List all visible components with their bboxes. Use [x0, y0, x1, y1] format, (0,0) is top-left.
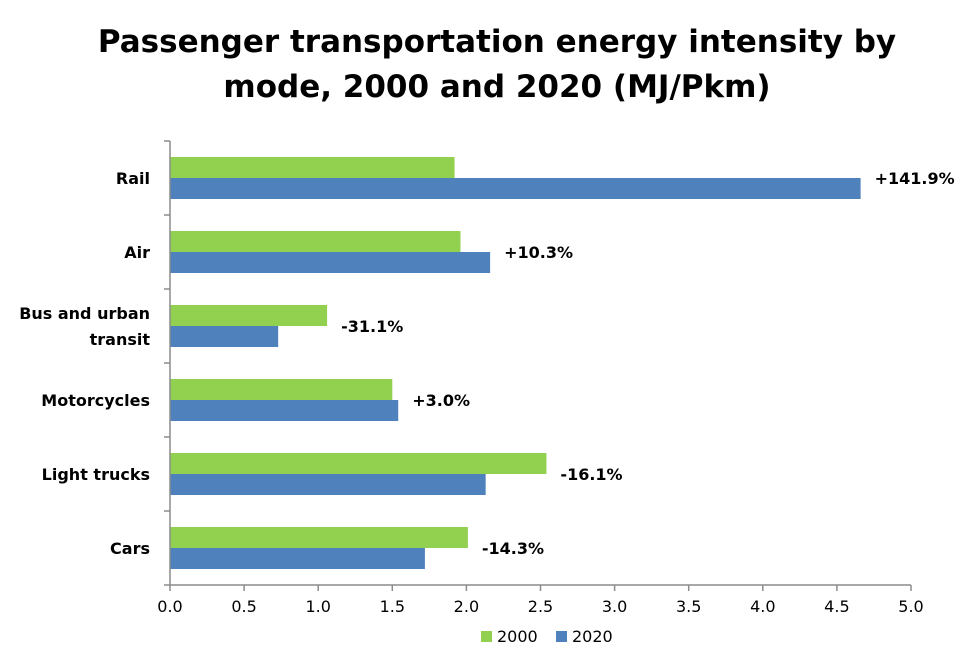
bar-2020 [170, 178, 861, 199]
x-tick-label: 0.5 [231, 597, 256, 616]
bar-2000 [170, 231, 461, 252]
bar-2020 [170, 400, 399, 421]
x-tick-label: 1.0 [305, 597, 330, 616]
x-tick-label: 4.0 [750, 597, 775, 616]
bar-2000 [170, 305, 328, 326]
data-label: -14.3% [482, 539, 544, 558]
category-labels: Rail Air Bus and urban transit Motorcycles Li… [19, 169, 150, 558]
x-tick-label: 3.0 [602, 597, 627, 616]
chart-title: Passenger transportation energy intensit… [98, 24, 896, 105]
data-label: -31.1% [341, 317, 403, 336]
data-label: +3.0% [412, 391, 470, 410]
x-tick-label: 0.0 [157, 597, 182, 616]
x-tick-label: 1.5 [380, 597, 405, 616]
bar-2020 [170, 326, 279, 347]
data-label: -16.1% [560, 465, 622, 484]
x-tick-label: 5.0 [898, 597, 923, 616]
legend-label: 2000 [497, 627, 538, 646]
legend-label: 2020 [572, 627, 613, 646]
legend-swatch-2020 [556, 631, 567, 642]
bar-2020 [170, 548, 425, 569]
x-tick-label: 4.5 [824, 597, 849, 616]
category-label: Cars [110, 539, 150, 558]
category-label: transit [90, 330, 151, 349]
data-label: +10.3% [504, 243, 573, 262]
legend: 2000 2020 [481, 627, 613, 646]
bar-2000 [170, 379, 393, 400]
axes: 0.0 0.5 1.0 1.5 2.0 2.5 3.0 3.5 4.0 4.5 5.0 [157, 140, 924, 616]
chart-title-line: Passenger transportation energy intensit… [98, 24, 896, 60]
bars [170, 157, 861, 569]
category-label: Air [124, 243, 150, 262]
chart-title-line: mode, 2000 and 2020 (MJ/Pkm) [223, 69, 770, 105]
data-label: +141.9% [875, 169, 955, 188]
category-label: Bus and urban [19, 304, 150, 323]
x-tick-label: 2.5 [528, 597, 553, 616]
category-label: Rail [116, 169, 150, 188]
x-tick-label: 3.5 [676, 597, 701, 616]
bar-2000 [170, 157, 455, 178]
bar-2020 [170, 252, 491, 273]
bar-2000 [170, 527, 468, 548]
x-tick-label: 2.0 [454, 597, 479, 616]
category-label: Light trucks [42, 465, 150, 484]
bar-2020 [170, 474, 486, 495]
category-label: Motorcycles [41, 391, 150, 410]
data-labels: +141.9% +10.3% -31.1% +3.0% -16.1% -14.3% [341, 169, 955, 558]
bar-2000 [170, 453, 547, 474]
legend-swatch-2000 [481, 631, 492, 642]
